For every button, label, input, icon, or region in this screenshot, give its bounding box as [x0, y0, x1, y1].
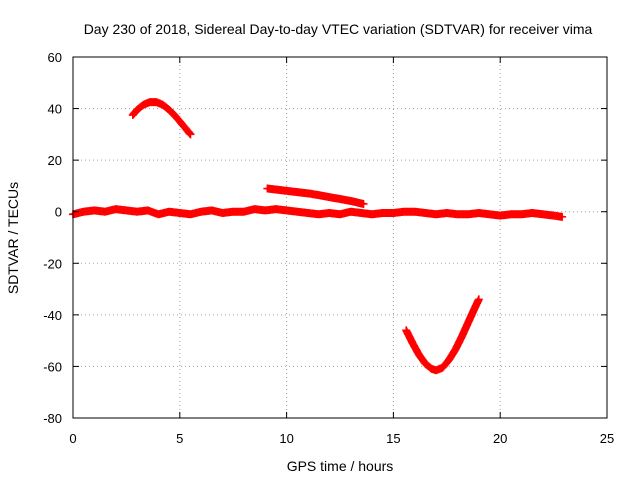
- series-0: [69, 205, 567, 221]
- x-tick-label: 10: [279, 431, 293, 446]
- chart-title: Day 230 of 2018, Sidereal Day-to-day VTE…: [84, 21, 593, 37]
- data-point: [558, 212, 567, 221]
- y-tick-label: -40: [43, 308, 62, 323]
- y-tick-label: -80: [43, 411, 62, 426]
- y-tick-label: -60: [43, 359, 62, 374]
- x-axis-label: GPS time / hours: [287, 458, 394, 474]
- y-tick-label: 0: [55, 205, 62, 220]
- data-points: [69, 98, 567, 375]
- data-point: [186, 130, 195, 139]
- plot-frame: [72, 56, 608, 419]
- x-tick-label: 20: [493, 431, 507, 446]
- y-tick-label: 60: [48, 50, 62, 65]
- axis-ticks: 0 5 10 15 20 25 -80 -60 -40 -20 0 20 40 60: [43, 50, 614, 446]
- data-point: [474, 295, 483, 304]
- y-axis-label: SDTVAR / TECUs: [5, 182, 21, 294]
- x-tick-label: 0: [69, 431, 76, 446]
- data-point: [359, 199, 368, 208]
- x-tick-label: 5: [176, 431, 183, 446]
- x-tick-label: 25: [600, 431, 614, 446]
- y-tick-label: 20: [48, 153, 62, 168]
- series-3: [402, 295, 483, 375]
- series-1: [128, 98, 195, 139]
- y-tick-label: 40: [48, 102, 62, 117]
- series-2: [263, 184, 368, 208]
- y-tick-label: -20: [43, 256, 62, 271]
- grid: [73, 57, 607, 418]
- x-tick-label: 15: [386, 431, 400, 446]
